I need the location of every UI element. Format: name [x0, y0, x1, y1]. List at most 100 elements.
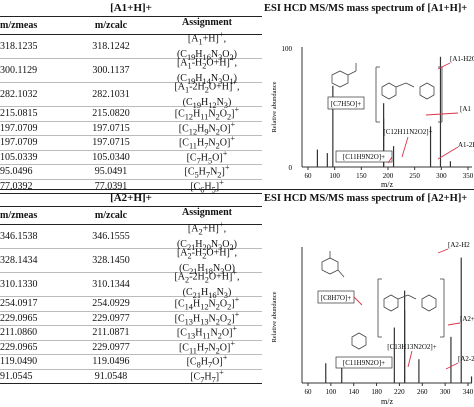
table-a1-column-headers: m/zmeas m/zcalc Assignment	[0, 17, 262, 35]
cell-mz-calc: 119.0496	[92, 356, 130, 368]
cell-mz-meas: 197.0709	[0, 122, 38, 134]
molecule-structure-icon	[351, 278, 445, 350]
cell-assignment: [A1-H2O+H]+, (C19H14N3O1)	[176, 54, 238, 86]
x-tick-label: 300	[436, 172, 447, 180]
cell-assignment: [C11H7N2O]+	[178, 338, 236, 355]
table-row: 282.1032 282.1031 [A1-2H2O+H]+, (C19H12N3)	[0, 78, 262, 110]
cell-assignment: [A2-H2O+H]+, (C21H18N3O)	[176, 244, 238, 276]
section-divider	[0, 189, 474, 190]
cell-assignment: [C5H7N2]+	[184, 163, 230, 180]
annotation-arrows	[387, 62, 459, 164]
cell-mz-calc: 346.1555	[92, 231, 130, 242]
cell-assignment: [C13H13N2O2]+	[174, 309, 240, 326]
cell-mz-calc: 105.0340	[92, 151, 130, 163]
cell-mz-meas: 346.1538	[0, 231, 38, 242]
cell-mz-calc: 310.1344	[92, 279, 130, 290]
table-row: 310.1330 310.1344 [A2-2H2O+H]+, (C21H16N3)	[0, 268, 262, 300]
x-tick-label: 350	[463, 172, 474, 180]
cell-mz-calc: 254.0929	[92, 298, 130, 310]
cell-mz-calc: 197.0715	[92, 137, 130, 149]
table-a2-column-headers: m/zmeas m/zcalc Assignment	[0, 207, 262, 225]
table-row: 119.0490 119.0496 [C8H7O]+	[0, 353, 262, 370]
cell-mz-calc: 95.0491	[94, 166, 128, 178]
table-row: 91.0545 91.0548 [C7H7]+	[0, 368, 262, 384]
cell-mz-calc: 77.0391	[94, 180, 128, 192]
cell-mz-calc: 318.1242	[92, 41, 130, 52]
ion-label-top: [A2-H2	[448, 241, 470, 249]
cell-mz-meas: 105.0339	[0, 151, 38, 163]
col-mz-meas: m/zmeas	[0, 20, 38, 31]
cell-mz-meas: 282.1032	[0, 89, 38, 100]
table-row: 346.1538 346.1555 [A2+H]+, (C21H20N3O2)	[0, 220, 262, 252]
annotation-arrows	[353, 248, 461, 370]
cell-assignment: [A2+H]+, (C21H20N3O2)	[176, 220, 238, 252]
cell-mz-calc: 229.0977	[92, 312, 130, 324]
cell-mz-calc: 211.0871	[92, 327, 130, 339]
spectrum-a2-panel: ESI HCD MS/MS mass spectrum of [A2+H]+ R…	[262, 190, 474, 407]
table-a2-header: [A2+H]+	[0, 190, 262, 207]
table-row: 211.0860 211.0871 [C13H11N2O]+	[0, 324, 262, 341]
cell-assignment: [A2-2H2O+H]+, (C21H16N3)	[174, 268, 240, 300]
cell-mz-calc: 328.1450	[92, 255, 130, 266]
x-axis-label: m/z	[381, 397, 393, 406]
table-row: 300.1129 300.1137 [A1-H2O+H]+, (C19H14N3O1)	[0, 54, 262, 86]
table-row: 105.0339 105.0340 [C7H5O]+	[0, 148, 262, 165]
cell-mz-meas: 300.1129	[0, 65, 38, 76]
x-tick-label: 60	[305, 388, 313, 396]
fragment-label-c: [C11H9N2O]+	[343, 153, 385, 161]
cell-mz-meas: 211.0860	[0, 327, 38, 339]
cell-mz-meas: 328.1434	[0, 255, 38, 266]
x-tick-label: 260	[417, 388, 428, 396]
cell-mz-calc: 282.1031	[92, 89, 130, 100]
cell-mz-meas: 229.0965	[0, 312, 38, 324]
col-assignment: Assignment	[181, 207, 232, 218]
x-tick-label: 340	[463, 388, 474, 396]
cell-mz-calc: 197.0715	[92, 122, 130, 134]
ion-label-top: [A1-H2O	[450, 55, 474, 63]
molecule-structure-icon	[375, 66, 443, 123]
cell-mz-meas: 91.0545	[0, 370, 33, 382]
fragment-label-a: [C7H5O]+	[331, 100, 361, 108]
table-row: 254.0917 254.0929 [C14H12N2O2]+	[0, 295, 262, 312]
ion-label-low: A1-2H2O	[458, 141, 474, 149]
y-axis-label: Relative abundance	[271, 81, 278, 132]
x-tick-label: 60	[305, 172, 313, 180]
table-a1-header: [A1+H]+	[0, 0, 262, 17]
cell-assignment: [A1+H]+, (C19H16N3O2)	[176, 30, 238, 62]
fragment-label-c: [C11H9N2O]+	[343, 359, 385, 367]
fragment-label-b: [C12H11N2O2]+	[383, 128, 432, 136]
ion-label-low: [A2-2H	[458, 355, 474, 363]
cell-mz-meas: 119.0490	[0, 356, 38, 368]
x-tick-label: 300	[440, 388, 451, 396]
table-row: 215.0815 215.0820 [C12H11N2O2]+	[0, 105, 262, 122]
x-tick-label: 100	[326, 388, 337, 396]
table-row: 229.0965 229.0977 [C11H7N2O]+	[0, 338, 262, 355]
table-row: 318.1235 318.1242 [A1+H]+, (C19H16N3O2)	[0, 30, 262, 62]
cell-assignment: [C7H5O]+	[186, 148, 228, 165]
table-a2: [A2+H]+ m/zmeas m/zcalc Assignment 346.1…	[0, 190, 262, 384]
x-tick-label: 140	[348, 388, 359, 396]
cell-assignment: [C12H9N2O]+	[178, 119, 236, 136]
methylbenzoyl-structure-icon	[321, 251, 345, 278]
cell-assignment: [A1-2H2O+H]+, (C19H12N3)	[174, 78, 240, 110]
cell-assignment: [C11H7N2O]+	[178, 134, 236, 151]
ion-label-mid: [A2+	[460, 315, 474, 323]
table-row: 328.1434 328.1450 [A2-H2O+H]+, (C21H18N3O)	[0, 244, 262, 276]
cell-mz-calc: 300.1137	[92, 65, 130, 76]
x-tick-label: 200	[383, 172, 394, 180]
cell-mz-calc: 229.0977	[92, 341, 130, 353]
cell-assignment: [C8H7O]+	[186, 353, 228, 370]
x-tick-label: 180	[371, 388, 382, 396]
y-tick-100: 100	[282, 45, 293, 53]
spectrum-a1-plot: 100 0 Relative abundance m/z 60 100 150 200…	[271, 45, 474, 189]
fragment-label-b: [C13H13N2O2]+	[387, 343, 436, 351]
x-tick-label: 250	[409, 172, 420, 180]
cell-mz-meas: 95.0496	[0, 166, 33, 178]
cell-mz-meas: 310.1330	[0, 279, 38, 290]
x-tick-label: 100	[329, 172, 340, 180]
spectrum-a1-title: ESI HCD MS/MS mass spectrum of [A1+H]+	[264, 3, 468, 14]
spectrum-a2-title: ESI HCD MS/MS mass spectrum of [A2+H]+	[264, 193, 468, 204]
spectrum-a1-panel: ESI HCD MS/MS mass spectrum of [A1+H]+ 1…	[262, 0, 474, 189]
col-assignment: Assignment	[181, 17, 232, 28]
x-tick-label: 150	[356, 172, 367, 180]
